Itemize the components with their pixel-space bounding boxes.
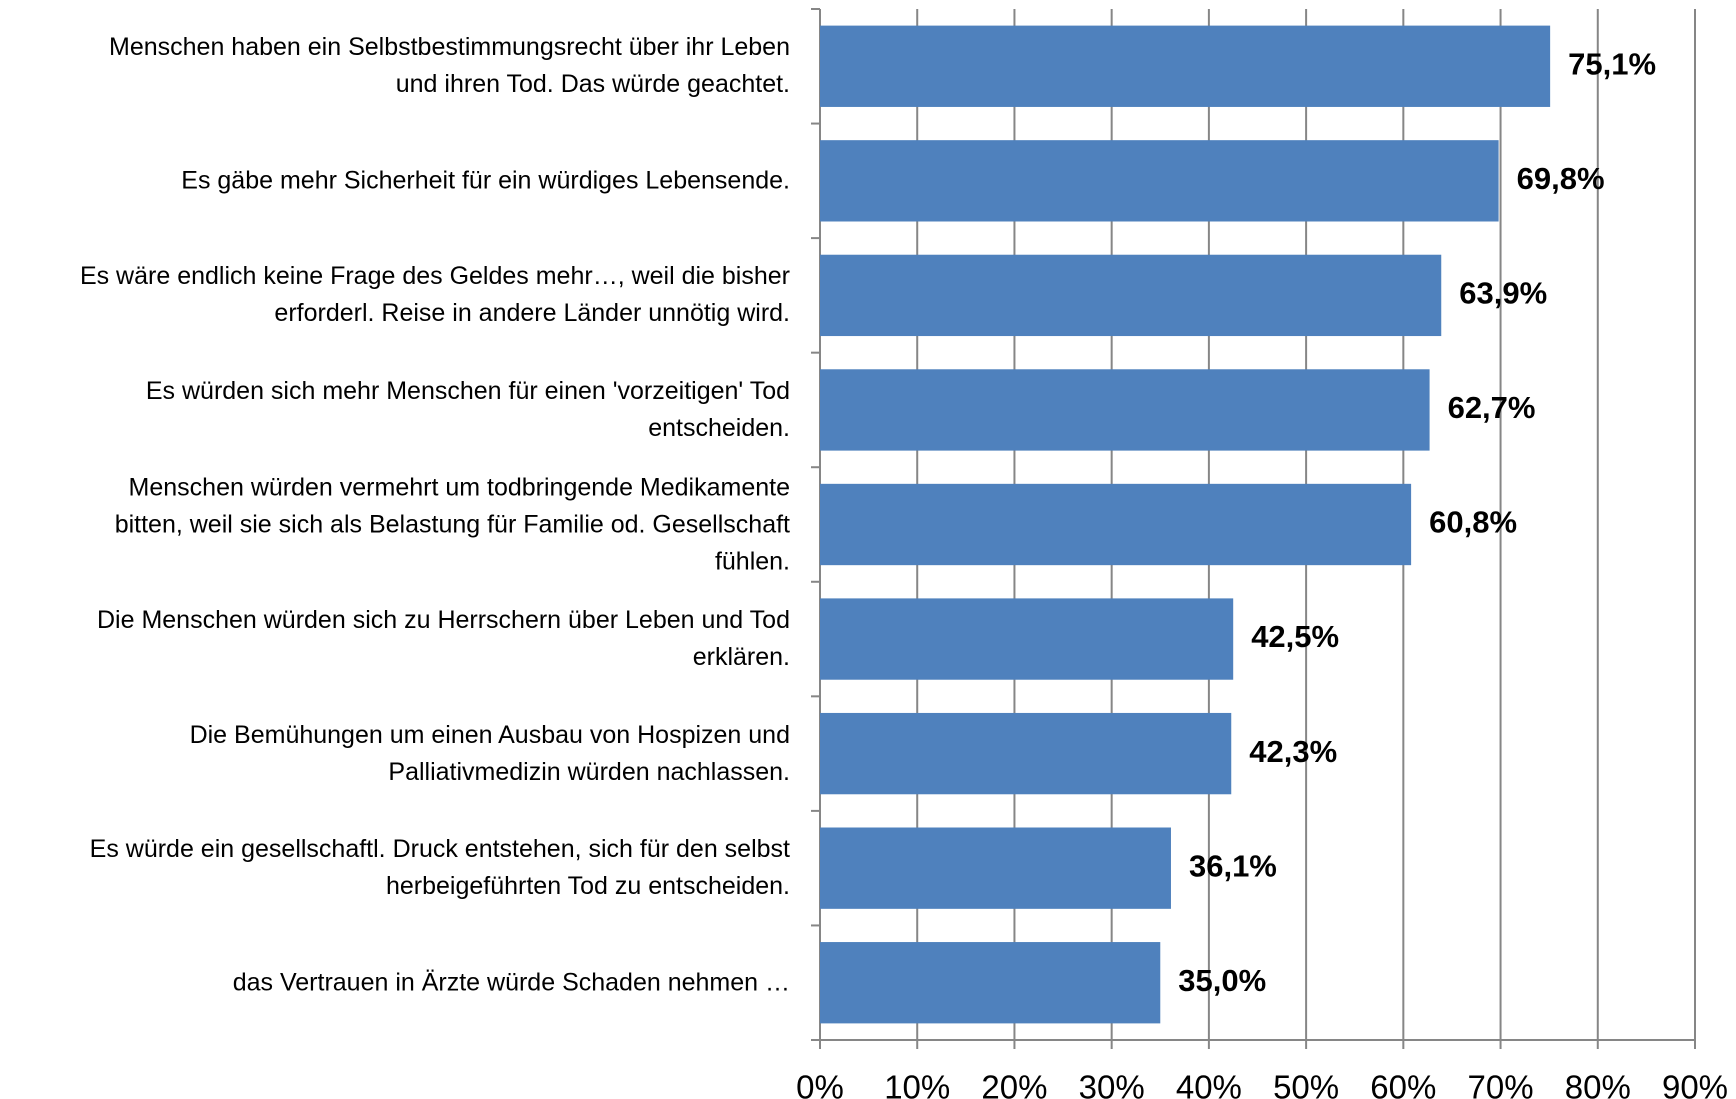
- value-label: 42,5%: [1251, 619, 1339, 654]
- category-label: Die Menschen würden sich zu Herrschern ü…: [97, 606, 790, 672]
- x-tick-label: 10%: [884, 1069, 950, 1099]
- bar: [820, 827, 1171, 909]
- category-label: das Vertrauen in Ärzte würde Schaden neh…: [232, 968, 790, 997]
- bar: [820, 140, 1499, 222]
- bar: [820, 942, 1161, 1024]
- x-tick-label: 20%: [981, 1069, 1047, 1099]
- value-label: 36,1%: [1189, 848, 1277, 883]
- value-label: 60,8%: [1429, 505, 1517, 540]
- bar: [820, 25, 1551, 107]
- category-label: Menschen haben ein Selbstbestimmungsrech…: [109, 33, 790, 99]
- value-label: 69,8%: [1517, 161, 1605, 196]
- bar: [820, 369, 1430, 451]
- category-label: Es würde ein gesellschaftl. Druck entste…: [89, 835, 790, 901]
- x-tick-label: 70%: [1468, 1069, 1534, 1099]
- value-label: 62,7%: [1448, 390, 1536, 425]
- x-tick-label: 90%: [1662, 1069, 1728, 1099]
- bar: [820, 254, 1442, 337]
- category-label: Es würden sich mehr Menschen für einen '…: [145, 376, 790, 442]
- category-label: Die Bemühungen um einen Ausbau von Hospi…: [189, 720, 790, 786]
- bar: [820, 712, 1232, 795]
- bar: [820, 598, 1234, 680]
- x-tick-label: 30%: [1079, 1069, 1145, 1099]
- x-tick-label: 80%: [1565, 1069, 1631, 1099]
- value-label: 35,0%: [1178, 963, 1266, 998]
- value-label: 75,1%: [1568, 46, 1656, 81]
- x-tick-label: 0%: [796, 1069, 844, 1099]
- x-tick-label: 50%: [1273, 1069, 1339, 1099]
- x-tick-label: 40%: [1176, 1069, 1242, 1099]
- category-label: Menschen würden vermehrt um todbringende…: [114, 473, 790, 575]
- x-tick-label: 60%: [1370, 1069, 1436, 1099]
- category-label: Es gäbe mehr Sicherheit für ein würdiges…: [181, 166, 790, 195]
- category-label: Es wäre endlich keine Frage des Geldes m…: [79, 262, 790, 328]
- bar: [820, 483, 1412, 566]
- value-label: 63,9%: [1459, 276, 1547, 311]
- value-label: 42,3%: [1249, 734, 1337, 769]
